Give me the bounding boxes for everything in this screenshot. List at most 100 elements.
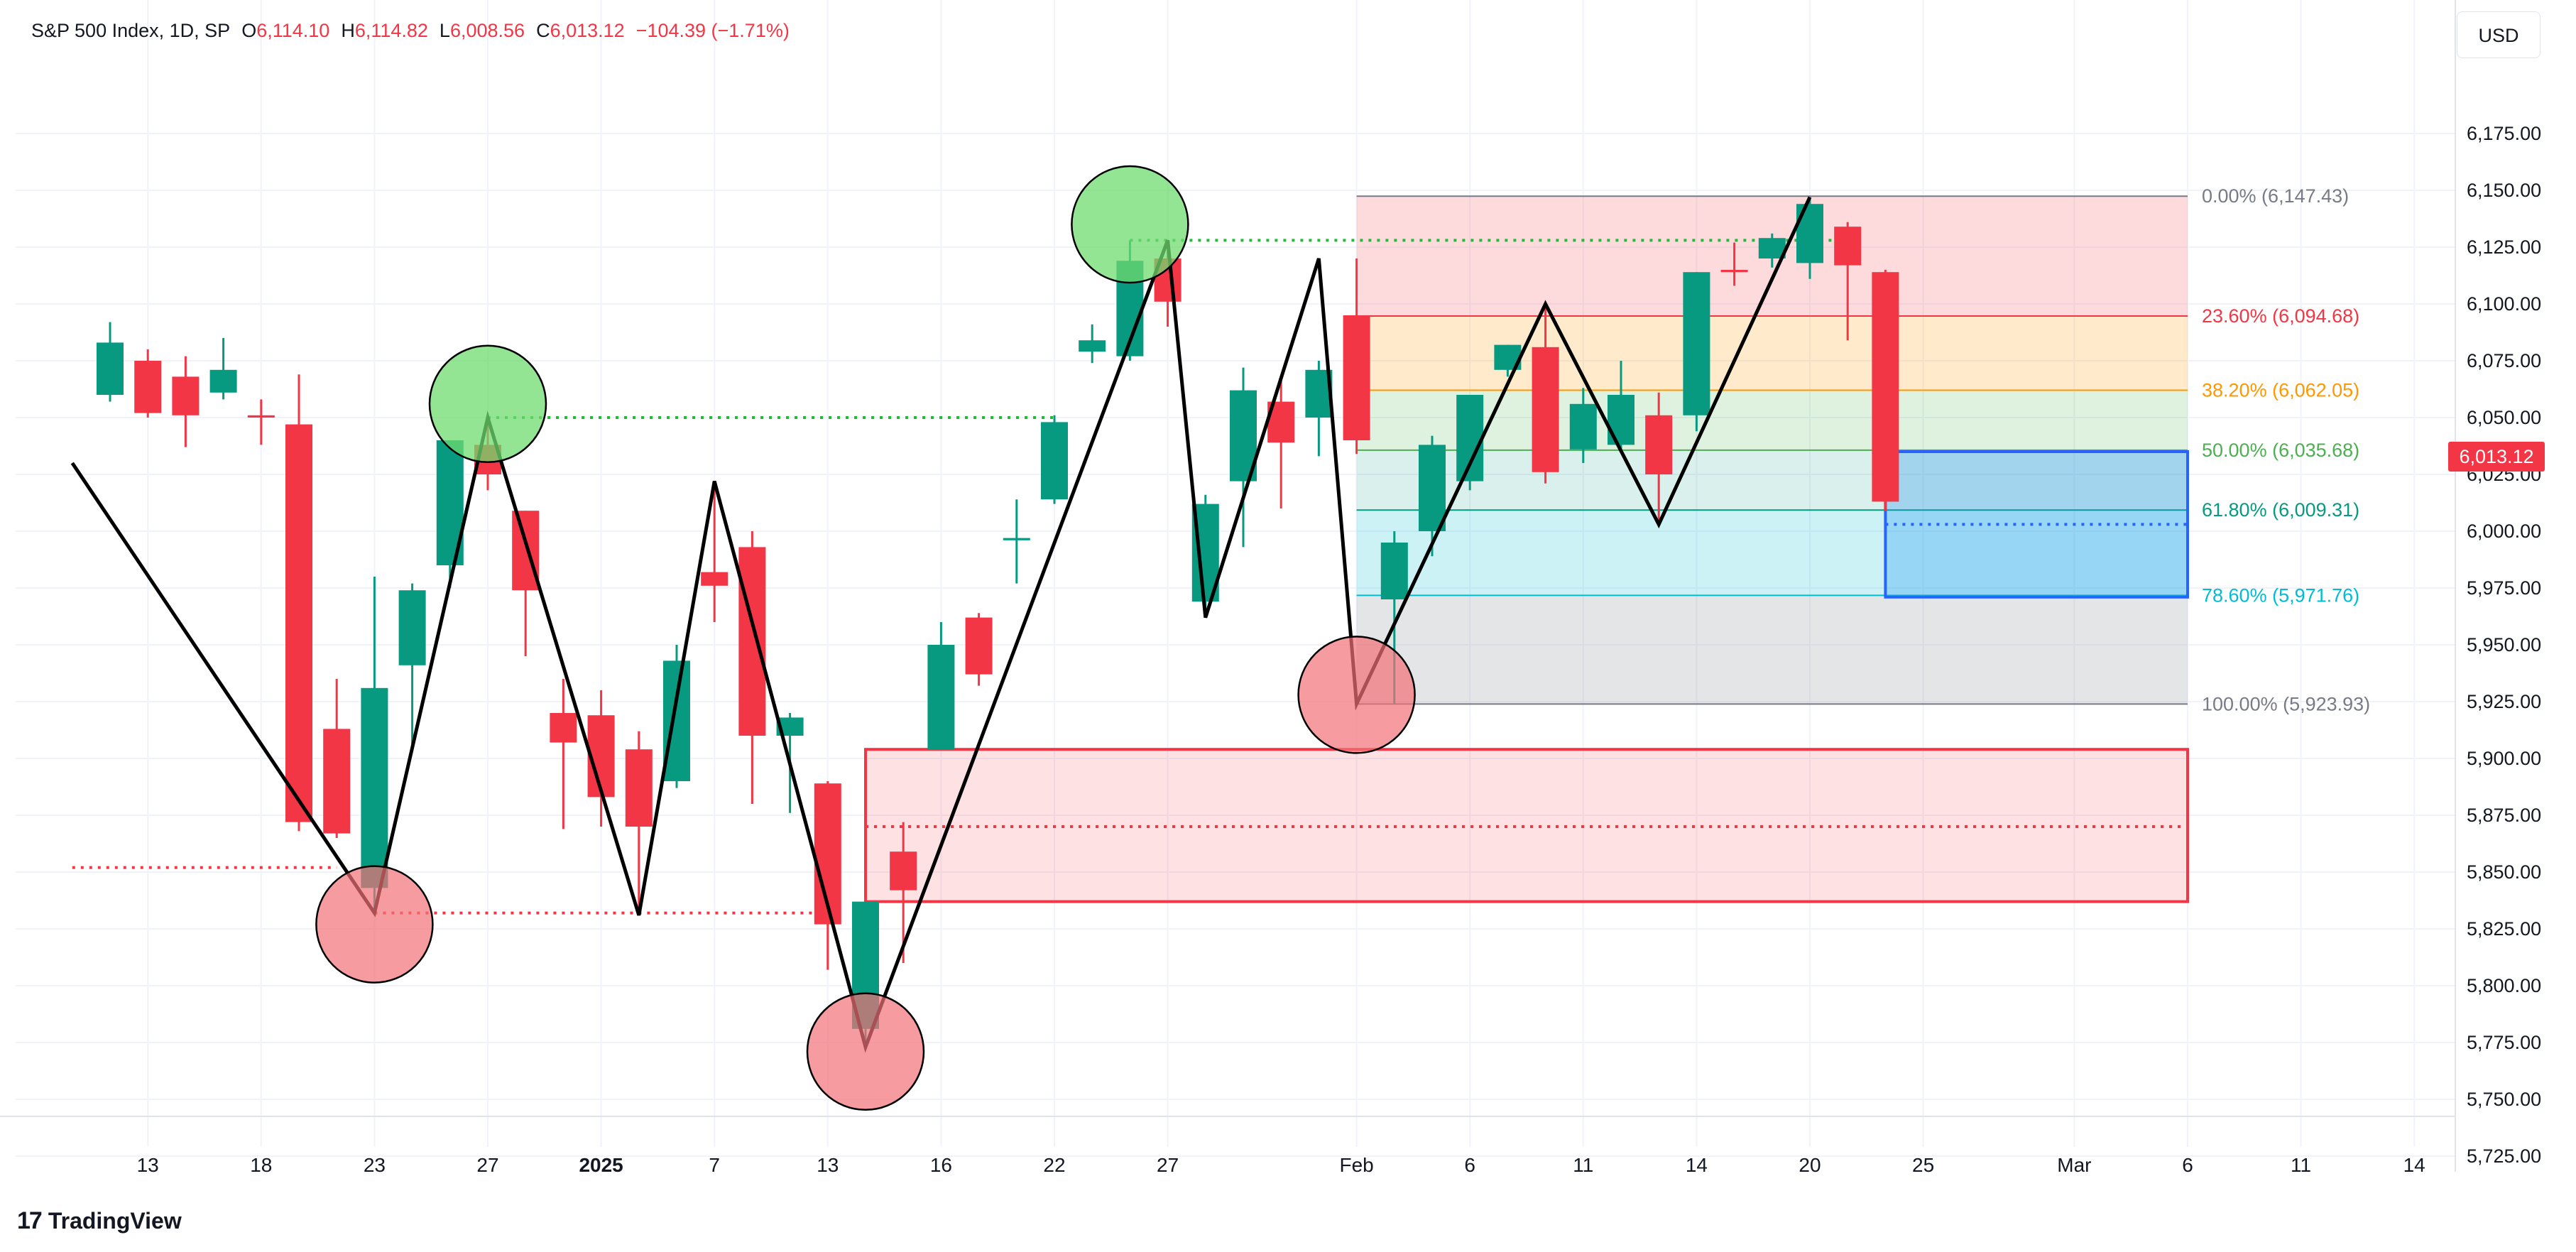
fib-level-label: 38.20% (6,062.05) xyxy=(2202,379,2359,401)
candle xyxy=(1569,388,1597,463)
brand-name: TradingView xyxy=(48,1208,182,1234)
time-axis-tick: 22 xyxy=(1043,1154,1065,1176)
time-axis-tick: 20 xyxy=(1799,1154,1821,1176)
price-axis-tick: 6,000.00 xyxy=(2467,521,2541,542)
time-axis-tick: 13 xyxy=(817,1154,839,1176)
candle xyxy=(285,374,312,832)
candle-body xyxy=(1380,543,1408,599)
time-axis-tick: Feb xyxy=(1339,1154,1373,1176)
price-axis-tick: 5,925.00 xyxy=(2467,691,2541,712)
candle-body xyxy=(1608,395,1634,445)
time-axis-tick: 16 xyxy=(930,1154,952,1176)
price-axis-tick: 5,950.00 xyxy=(2467,634,2541,655)
candle xyxy=(1834,222,1862,341)
time-axis-tick: 11 xyxy=(2291,1154,2311,1176)
low-value: 6,008.56 xyxy=(449,20,525,41)
price-axis-tick: 5,775.00 xyxy=(2467,1032,2541,1053)
candle xyxy=(172,356,200,447)
candle xyxy=(323,679,351,838)
time-axis-tick: 13 xyxy=(137,1154,159,1176)
candle-body xyxy=(625,749,653,827)
candle xyxy=(97,322,124,402)
swing-low-marker xyxy=(1297,636,1416,754)
fib-level-label: 61.80% (6,009.31) xyxy=(2202,499,2359,521)
time-axis-tick: 23 xyxy=(364,1154,386,1176)
candle xyxy=(927,622,955,750)
candle xyxy=(134,349,162,418)
high-label: H xyxy=(341,20,355,41)
symbol-label[interactable]: S&P 500 Index, 1D, SP xyxy=(31,20,231,41)
candle-body xyxy=(1758,238,1786,258)
candle-body xyxy=(927,645,955,750)
price-axis-tick: 5,975.00 xyxy=(2467,577,2541,599)
candle-body xyxy=(1569,403,1597,450)
price-axis-tick: 5,825.00 xyxy=(2467,918,2541,940)
candle-body xyxy=(1834,227,1862,266)
price-axis-tick: 5,875.00 xyxy=(2467,805,2541,826)
candle xyxy=(1720,242,1748,286)
candle-body xyxy=(1419,445,1446,531)
candle-body xyxy=(890,851,917,891)
candle xyxy=(1191,494,1219,618)
candle-body xyxy=(247,415,275,418)
candle-body xyxy=(172,376,200,415)
price-axis-tick: 6,100.00 xyxy=(2467,293,2541,315)
fib-band xyxy=(1356,450,2188,511)
tradingview-logo-icon: 17 xyxy=(17,1207,43,1234)
candle xyxy=(1872,270,1899,511)
close-value: 6,013.12 xyxy=(550,20,625,41)
candle-body xyxy=(1079,340,1106,352)
change-value: −104.39 (−1.71%) xyxy=(635,20,790,41)
candle xyxy=(1267,376,1295,508)
candle xyxy=(890,822,917,963)
candle-body xyxy=(1003,538,1030,540)
candle-body xyxy=(1456,395,1484,481)
price-axis-tick: 6,125.00 xyxy=(2467,236,2541,258)
fib-band xyxy=(1356,595,2188,704)
tradingview-brand[interactable]: 17 TradingView xyxy=(17,1207,182,1235)
time-axis-tick: 7 xyxy=(709,1154,720,1176)
candle-body xyxy=(323,729,351,834)
time-axis-tick: 6 xyxy=(1464,1154,1475,1176)
swing-low-marker xyxy=(315,865,434,984)
swing-low-marker xyxy=(806,992,925,1111)
candle-body xyxy=(1041,422,1068,500)
candle xyxy=(1079,324,1106,364)
time-axis-tick: 14 xyxy=(1686,1154,1708,1176)
price-axis-tick: 5,800.00 xyxy=(2467,975,2541,996)
open-label: O xyxy=(241,20,257,41)
candle xyxy=(701,481,728,622)
candle-body xyxy=(1872,272,1899,502)
currency-button[interactable]: USD xyxy=(2457,11,2540,58)
swing-high-marker xyxy=(428,344,547,464)
candle xyxy=(209,338,237,400)
candle xyxy=(1003,499,1030,584)
candle-body xyxy=(1645,415,1673,474)
fib-level-label: 0.00% (6,147.43) xyxy=(2202,185,2349,207)
candle-body xyxy=(285,424,312,822)
time-axis-tick: 25 xyxy=(1912,1154,1934,1176)
high-value: 6,114.82 xyxy=(354,20,428,41)
candle xyxy=(1532,304,1559,484)
candle-body xyxy=(1532,347,1559,472)
candle-body xyxy=(1796,204,1823,263)
last-price-tag: 6,013.12 xyxy=(2448,442,2545,472)
fib-level-label: 100.00% (5,923.93) xyxy=(2202,693,2370,714)
candle xyxy=(512,511,540,656)
candle xyxy=(663,645,690,788)
candle-body xyxy=(738,547,766,736)
candle xyxy=(1230,367,1257,548)
time-axis-tick: 27 xyxy=(476,1154,498,1176)
candle xyxy=(1645,392,1673,525)
time-axis-tick: 11 xyxy=(1573,1154,1593,1176)
low-label: L xyxy=(439,20,450,41)
candle xyxy=(965,613,993,686)
price-axis-tick: 6,075.00 xyxy=(2467,350,2541,371)
candle-body xyxy=(361,687,388,888)
fib-level-label: 78.60% (5,971.76) xyxy=(2202,584,2359,606)
time-axis-tick: 2025 xyxy=(579,1154,623,1176)
candle-body xyxy=(1683,272,1710,415)
candle xyxy=(436,440,464,588)
